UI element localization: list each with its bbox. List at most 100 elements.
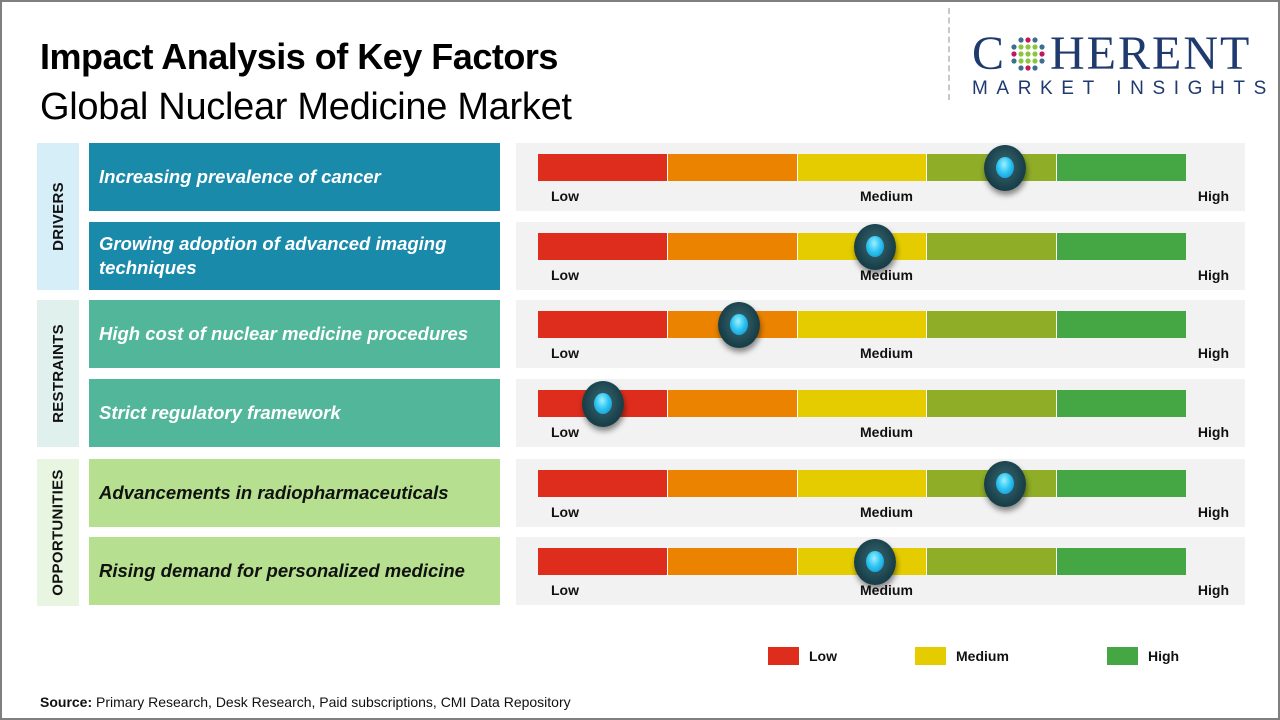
scale-label-medium: Medium bbox=[860, 267, 913, 283]
page-subtitle: Global Nuclear Medicine Market bbox=[40, 86, 572, 128]
legend-swatch-medium bbox=[915, 647, 946, 665]
legend-label: Medium bbox=[956, 648, 1009, 664]
scale-segment-2 bbox=[667, 154, 798, 181]
category-label-text: OPPORTUNITIES bbox=[49, 469, 67, 596]
impact-meter: Low Medium High bbox=[516, 459, 1245, 527]
scale-label-high: High bbox=[1197, 582, 1229, 598]
impact-meter: Low Medium High bbox=[516, 300, 1245, 368]
scale-label-low: Low bbox=[551, 188, 579, 204]
globe-dot bbox=[1025, 37, 1031, 43]
legend-item-low: Low bbox=[768, 647, 837, 665]
scale-label-low: Low bbox=[551, 424, 579, 440]
scale-segment-4 bbox=[927, 548, 1058, 575]
globe-dot bbox=[1032, 37, 1038, 43]
globe-dots-icon bbox=[1011, 37, 1045, 71]
scale-label-high: High bbox=[1197, 345, 1229, 361]
scale-segment-1 bbox=[538, 154, 668, 181]
impact-meter: Low Medium High bbox=[516, 222, 1245, 290]
legend-swatch-low bbox=[768, 647, 799, 665]
scale-segment-1 bbox=[538, 548, 668, 575]
impact-indicator-knob bbox=[853, 539, 896, 585]
impact-indicator-knob bbox=[581, 381, 624, 427]
category-label-text: RESTRAINTS bbox=[49, 324, 67, 423]
impact-indicator-knob bbox=[983, 145, 1026, 191]
scale-segment-5 bbox=[1057, 154, 1186, 181]
globe-dot bbox=[1018, 65, 1024, 71]
legend-item-high: High bbox=[1107, 647, 1179, 665]
scale-label-low: Low bbox=[551, 345, 579, 361]
globe-dot bbox=[1032, 51, 1038, 57]
scale-segment-5 bbox=[1057, 311, 1186, 338]
impact-meter: Low Medium High bbox=[516, 143, 1245, 211]
globe-dot bbox=[1039, 44, 1045, 50]
scale-label-low: Low bbox=[551, 582, 579, 598]
scale-label-medium: Medium bbox=[860, 345, 913, 361]
source-note: Source: Primary Research, Desk Research,… bbox=[40, 694, 571, 710]
logo-divider bbox=[948, 8, 950, 100]
scale-segment-5 bbox=[1057, 470, 1186, 497]
factor-label: Rising demand for personalized medicine bbox=[89, 537, 500, 605]
impact-indicator-knob bbox=[717, 302, 760, 348]
globe-dot bbox=[1039, 58, 1045, 64]
globe-dot bbox=[1011, 51, 1017, 57]
impact-scale-bar bbox=[538, 154, 1186, 181]
scale-label-low: Low bbox=[551, 267, 579, 283]
scale-segment-3 bbox=[797, 390, 928, 417]
impact-indicator-knob bbox=[983, 461, 1026, 507]
legend-swatch-high bbox=[1107, 647, 1138, 665]
globe-dot bbox=[1011, 44, 1017, 50]
globe-dot bbox=[1025, 44, 1031, 50]
globe-dot bbox=[1011, 58, 1017, 64]
factor-label: Advancements in radiopharmaceuticals bbox=[89, 459, 500, 527]
factor-label: High cost of nuclear medicine procedures bbox=[89, 300, 500, 368]
impact-meter: Low Medium High bbox=[516, 537, 1245, 605]
scale-label-high: High bbox=[1197, 424, 1229, 440]
impact-scale-bar bbox=[538, 390, 1186, 417]
scale-segment-4 bbox=[927, 233, 1058, 260]
legend-label: Low bbox=[809, 648, 837, 664]
scale-segment-2 bbox=[667, 548, 798, 575]
scale-segment-5 bbox=[1057, 390, 1186, 417]
globe-dot bbox=[1039, 51, 1045, 57]
logo-tagline: MARKET INSIGHTS bbox=[972, 78, 1275, 99]
scale-label-high: High bbox=[1197, 267, 1229, 283]
scale-segment-2 bbox=[667, 390, 798, 417]
impact-scale-bar bbox=[538, 470, 1186, 497]
factor-label: Strict regulatory framework bbox=[89, 379, 500, 447]
factor-label: Increasing prevalence of cancer bbox=[89, 143, 500, 211]
globe-dot bbox=[1018, 51, 1024, 57]
scale-label-medium: Medium bbox=[860, 188, 913, 204]
impact-scale-bar bbox=[538, 311, 1186, 338]
globe-dot bbox=[1018, 58, 1024, 64]
globe-dot bbox=[1032, 58, 1038, 64]
source-label: Source: bbox=[40, 694, 93, 710]
category-label-text: DRIVERS bbox=[49, 182, 67, 251]
globe-dot bbox=[1025, 65, 1031, 71]
scale-segment-1 bbox=[538, 233, 668, 260]
logo-letter-c: C bbox=[972, 27, 1007, 80]
scale-segment-3 bbox=[797, 311, 928, 338]
scale-segment-1 bbox=[538, 311, 668, 338]
legend-item-medium: Medium bbox=[915, 647, 1009, 665]
scale-segment-4 bbox=[927, 311, 1058, 338]
impact-meter: Low Medium High bbox=[516, 379, 1245, 447]
logo: C HERENT bbox=[972, 30, 1251, 78]
scale-segment-1 bbox=[538, 470, 668, 497]
scale-segment-4 bbox=[927, 390, 1058, 417]
scale-segment-3 bbox=[797, 154, 928, 181]
scale-label-medium: Medium bbox=[860, 424, 913, 440]
scale-label-medium: Medium bbox=[860, 504, 913, 520]
impact-indicator-knob bbox=[853, 224, 896, 270]
scale-label-high: High bbox=[1197, 188, 1229, 204]
factor-label: Growing adoption of advanced imaging tec… bbox=[89, 222, 500, 290]
scale-segment-5 bbox=[1057, 548, 1186, 575]
globe-dot bbox=[1018, 37, 1024, 43]
globe-dot bbox=[1018, 44, 1024, 50]
scale-label-medium: Medium bbox=[860, 582, 913, 598]
globe-dot bbox=[1025, 51, 1031, 57]
scale-segment-2 bbox=[667, 233, 798, 260]
scale-segment-3 bbox=[797, 470, 928, 497]
globe-dot bbox=[1032, 65, 1038, 71]
page-title: Impact Analysis of Key Factors bbox=[40, 36, 558, 77]
